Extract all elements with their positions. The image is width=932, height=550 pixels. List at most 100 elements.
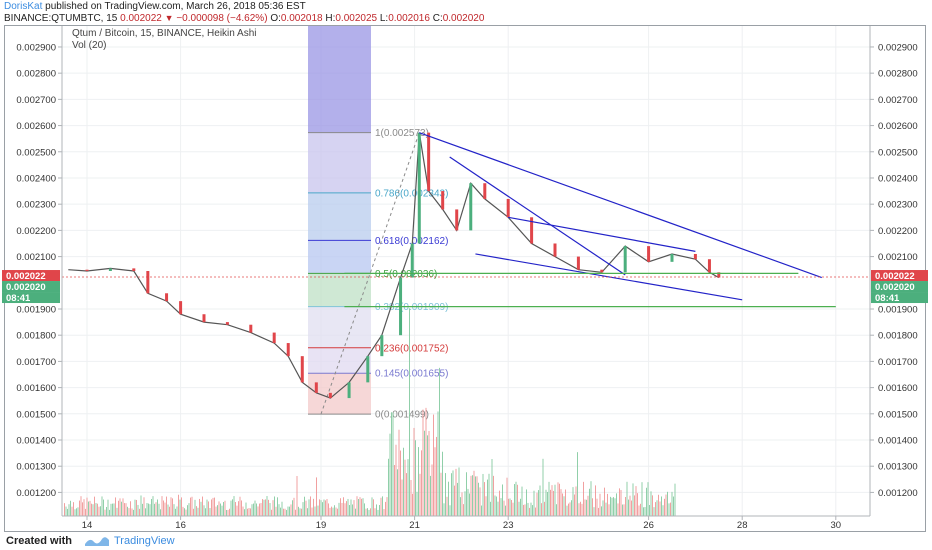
trendline-inner: [449, 156, 626, 276]
volume-bar: [403, 447, 404, 516]
volume-bar: [626, 481, 628, 516]
price-series: [68, 132, 721, 399]
volume-bar: [344, 503, 346, 516]
volume-bar: [598, 507, 599, 516]
volume-bar: [95, 503, 97, 516]
volume-bar: [476, 476, 478, 516]
volume-bar: [506, 477, 508, 516]
volume-bar: [656, 500, 658, 516]
volume-bar: [319, 499, 320, 516]
volume-bar: [365, 508, 367, 516]
volume-bar: [325, 500, 326, 516]
fib-zone: [308, 240, 371, 274]
volume-bar: [625, 496, 626, 516]
volume-bar: [242, 506, 244, 516]
volume-bar: [187, 505, 188, 516]
candle: [647, 246, 651, 262]
volume-bar: [221, 505, 223, 516]
y-tick-label-right: 0.002300: [878, 200, 918, 211]
volume-bar: [287, 506, 289, 516]
candle: [132, 268, 136, 271]
author-link[interactable]: DorisKat: [4, 1, 43, 12]
candle: [623, 246, 627, 273]
axes: 0.002900 0.002900 0.002800 0.002800 0.002700…: [2, 26, 928, 531]
ohlc-open-label: O:: [270, 13, 281, 24]
volume-bar: [85, 508, 86, 516]
volume-bar: [238, 501, 239, 516]
volume-bar: [596, 498, 598, 516]
volume-bar: [169, 506, 170, 516]
price-chart[interactable]: 1(0.002573) 0.786(0.002343) 0.618(0.002162…: [0, 0, 932, 532]
volume-bar: [425, 407, 427, 516]
volume-bar: [251, 504, 253, 516]
volume-bar: [563, 496, 565, 516]
volume-bar: [515, 481, 517, 516]
candle: [314, 382, 318, 393]
y-tick-label-left: 0.001400: [16, 436, 56, 447]
y-tick-label-left: 0.002800: [16, 69, 56, 80]
volume-bar: [241, 500, 242, 516]
volume-bar: [127, 506, 128, 516]
volume-bar: [409, 308, 410, 516]
volume-bar: [119, 498, 121, 516]
volume-bar: [394, 465, 395, 516]
volume-bar: [260, 503, 262, 516]
volume-bar: [508, 498, 509, 516]
fib-zone: [308, 192, 371, 241]
candle: [455, 209, 459, 231]
volume-bar: [524, 504, 526, 516]
ohlc-high-label: H:: [325, 13, 336, 24]
volume-bar: [490, 501, 491, 516]
volume-bar: [341, 502, 343, 516]
volume-bar: [488, 473, 490, 516]
volume-bar: [449, 505, 451, 516]
volume-bar: [184, 508, 185, 516]
volume-bar: [146, 503, 148, 516]
tradingview-brand[interactable]: TradingView: [114, 535, 175, 547]
volume-bar: [583, 481, 584, 516]
countdown-tag-text: 08:41: [875, 293, 900, 304]
volume-bar: [592, 498, 593, 516]
volume-bar: [398, 429, 400, 516]
volume-bar: [662, 505, 664, 516]
trendline-mid: [508, 216, 696, 252]
volume-bar: [274, 496, 275, 516]
volume-bar: [617, 503, 619, 516]
volume-bar: [658, 494, 659, 516]
volume-bar: [473, 470, 475, 516]
volume-bar: [112, 503, 113, 516]
volume-bar: [647, 482, 649, 516]
volume-bar: [463, 504, 464, 516]
y-tick-label-right: 0.001700: [878, 357, 918, 368]
volume-bar: [464, 491, 466, 516]
volume-bar: [329, 507, 331, 516]
volume-bar: [227, 509, 229, 516]
volume-bar: [155, 502, 157, 516]
volume-bar: [158, 503, 160, 516]
volume-bar: [460, 497, 461, 516]
volume-bar: [223, 502, 224, 516]
down-triangle-icon: ▼: [164, 13, 174, 23]
volume-bar: [335, 507, 337, 516]
volume-bar: [547, 491, 548, 516]
y-tick-label-right: 0.001900: [878, 304, 918, 315]
volume-bar: [142, 503, 143, 516]
volume-bar: [580, 501, 581, 516]
volume-bar: [469, 493, 470, 516]
volume-bar: [593, 507, 595, 516]
volume-bar: [280, 507, 281, 516]
volume-bar: [451, 473, 452, 516]
volume-bar: [458, 467, 460, 516]
volume-bar: [499, 490, 500, 516]
fib-level-label: 0(0.001499): [375, 410, 429, 421]
volume-bar: [494, 495, 496, 516]
volume-bar: [73, 502, 74, 516]
candle: [380, 335, 384, 357]
descending-trendline-upper: [419, 132, 822, 279]
x-tick-label: 14: [82, 520, 93, 531]
published-text: published on TradingView.com, March 26, …: [45, 1, 306, 12]
volume-bar: [349, 505, 350, 516]
candle: [693, 253, 697, 260]
volume-bar: [301, 508, 302, 516]
volume-bar: [230, 500, 232, 516]
